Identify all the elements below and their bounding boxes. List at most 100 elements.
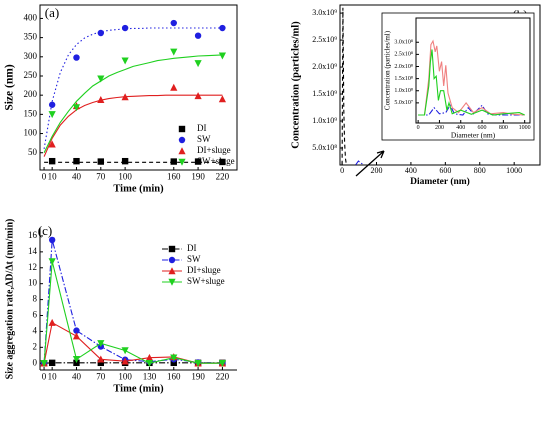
y-tick-label: 250 xyxy=(24,70,38,80)
x-tick-label: 160 xyxy=(167,371,181,381)
y-axis-label: Size (nm) xyxy=(4,64,16,110)
legend-label: SW xyxy=(197,134,211,144)
x-tick-label: 800 xyxy=(499,125,508,131)
x-tick-label: 0 xyxy=(340,166,344,175)
series-line xyxy=(418,49,525,116)
y-tick-label: 2 xyxy=(33,341,38,351)
x-tick-label: 1000 xyxy=(519,125,531,131)
marker xyxy=(194,158,202,165)
fit-line xyxy=(43,94,223,157)
legend-marker xyxy=(178,125,186,133)
marker xyxy=(219,24,226,32)
marker xyxy=(194,60,202,68)
x-tick-label: 10 xyxy=(48,171,58,181)
x-tick-label: 200 xyxy=(435,125,444,131)
legend-marker xyxy=(178,158,186,166)
legend-label: SW+sluge xyxy=(197,156,235,166)
marker xyxy=(145,360,154,368)
marker xyxy=(121,93,129,101)
marker xyxy=(48,111,56,119)
y-tick-label: 200 xyxy=(24,89,38,99)
y-axis-label: Concentration (particles/ml) xyxy=(384,30,392,110)
fit-line xyxy=(43,27,223,149)
marker xyxy=(72,356,81,364)
marker xyxy=(48,258,56,266)
legend-label: DI+sluge xyxy=(197,145,231,155)
legend-marker xyxy=(168,245,176,253)
x-tick-label: 220 xyxy=(216,371,230,381)
marker xyxy=(97,158,105,165)
x-tick-label: 100 xyxy=(118,371,132,381)
x-tick-label: 100 xyxy=(118,171,132,181)
plot-frame xyxy=(339,4,541,166)
x-axis-label: Time (min) xyxy=(113,183,164,194)
x-tick-label: 0 xyxy=(417,125,420,131)
series-line xyxy=(43,321,223,364)
marker xyxy=(170,48,178,56)
marker xyxy=(48,359,56,367)
marker xyxy=(121,57,129,65)
y-tick-label: 2.5x10⁹ xyxy=(312,35,337,44)
marker xyxy=(170,158,177,165)
y-tick-label: 150 xyxy=(24,108,38,118)
y-tick-label: 14 xyxy=(28,246,38,256)
x-axis-label: Diameter (nm) xyxy=(410,176,470,187)
legend-label: SW xyxy=(187,254,201,264)
y-tick-label: 5.0x10⁷ xyxy=(394,100,413,106)
legend-label: DI xyxy=(197,123,207,133)
marker xyxy=(170,19,177,27)
x-tick-label: 40 xyxy=(72,371,82,381)
y-tick-label: 1.0x10⁹ xyxy=(312,116,337,125)
marker xyxy=(73,54,80,61)
marker xyxy=(219,158,226,166)
legend-label: SW+sluge xyxy=(187,276,225,286)
marker xyxy=(48,140,56,148)
fit-line xyxy=(43,54,223,153)
y-tick-label: 8 xyxy=(33,294,38,304)
marker xyxy=(48,157,56,165)
y-axis-label: Concentration (particles/ml) xyxy=(290,21,301,149)
marker xyxy=(121,347,129,355)
inset-arrow xyxy=(355,150,385,177)
marker xyxy=(121,24,129,32)
marker xyxy=(170,83,178,91)
series-line xyxy=(355,160,364,166)
x-tick-label: 190 xyxy=(191,171,205,181)
y-tick-label: 400 xyxy=(24,12,38,22)
marker xyxy=(97,340,105,348)
marker xyxy=(48,318,56,326)
x-tick-label: 800 xyxy=(474,166,486,175)
x-axis-label: Diameter (nm) xyxy=(451,130,496,139)
marker xyxy=(72,332,81,340)
x-tick-label: 130 xyxy=(143,371,157,381)
x-axis-label: Time (min) xyxy=(113,383,164,394)
x-tick-label: 400 xyxy=(405,166,417,175)
series-line xyxy=(418,39,525,116)
legend-marker xyxy=(178,136,186,144)
series-line xyxy=(341,7,347,165)
legend-marker xyxy=(168,267,176,275)
legend-marker xyxy=(168,278,176,286)
marker xyxy=(170,354,178,362)
marker xyxy=(194,360,202,368)
marker xyxy=(73,327,80,334)
marker xyxy=(121,157,129,165)
x-tick-label: 220 xyxy=(216,171,230,181)
y-tick-label: 1.0x10⁸ xyxy=(394,88,413,94)
marker xyxy=(97,75,105,83)
y-tick-label: 10 xyxy=(28,278,38,288)
marker xyxy=(72,104,81,112)
y-tick-label: 6 xyxy=(33,310,38,320)
x-tick-label: 10 xyxy=(48,371,58,381)
x-tick-label: 0 xyxy=(42,371,47,381)
marker xyxy=(121,357,129,365)
y-axis-label: Size aggregation rate,ΔD/Δt (nm/min) xyxy=(4,219,15,380)
x-tick-label: 1000 xyxy=(506,166,522,175)
y-tick-label: 3.0x10⁹ xyxy=(312,8,337,17)
marker xyxy=(97,29,105,37)
y-tick-label: 3.0x10⁸ xyxy=(394,40,413,46)
y-tick-label: 100 xyxy=(24,128,38,138)
marker xyxy=(40,360,48,368)
y-tick-label: 2.0x10⁹ xyxy=(312,62,337,71)
